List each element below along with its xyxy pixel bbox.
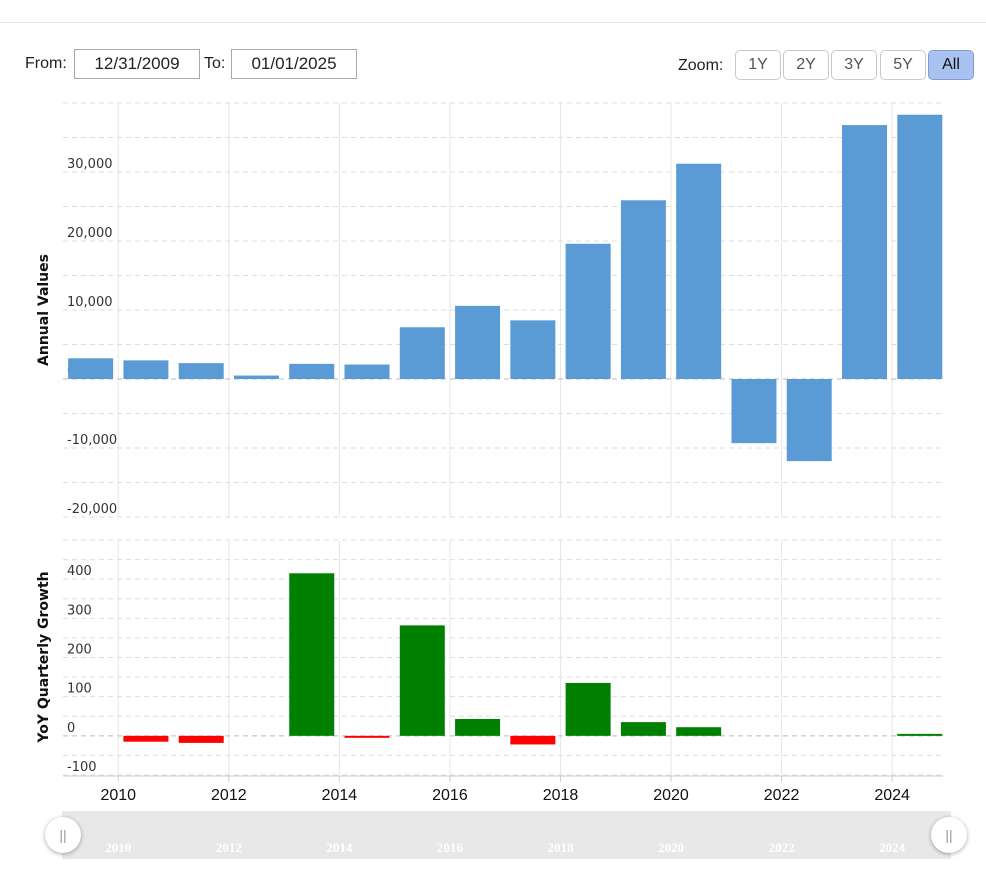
zoom-label: Zoom:: [678, 57, 724, 74]
growth-y-tick-label: 0: [67, 721, 75, 736]
annual-bar-2015: [399, 327, 445, 379]
annual-bar-2018: [565, 243, 611, 379]
growth-bar-2010: [123, 735, 169, 742]
growth-bar-2019: [620, 722, 666, 736]
annual-y-tick-label: 10,000: [67, 295, 113, 310]
navigator-year-label: 2016: [436, 840, 463, 855]
growth-bar-2016: [455, 718, 501, 736]
annual-bar-2022: [786, 379, 832, 462]
to-date-input[interactable]: 01/01/2025: [231, 49, 357, 79]
growth-y-tick-label: 400: [67, 564, 92, 579]
growth-bar-2024: [897, 733, 943, 736]
from-date-input[interactable]: 12/31/2009: [74, 49, 200, 79]
annual-bar-2019: [620, 200, 666, 379]
growth-bar-2013: [289, 573, 335, 736]
x-tick-label: 2012: [211, 787, 247, 804]
annual-bar-2011: [178, 363, 224, 379]
growth-y-tick-label: 300: [67, 603, 92, 618]
annual-bar-2012: [233, 375, 279, 379]
annual-y-tick-label: -20,000: [67, 502, 117, 517]
annual-bar-2016: [455, 305, 501, 379]
annual-bar-2014: [344, 364, 390, 379]
annual-bar-2020: [676, 163, 722, 379]
annual-y-tick-label: 20,000: [67, 226, 113, 241]
navigator-year-label: 2020: [658, 840, 685, 855]
navigator-year-label: 2022: [768, 840, 795, 855]
navigator-right-handle[interactable]: ||: [931, 817, 967, 853]
annual-y-tick-label: -10,000: [67, 433, 117, 448]
growth-y-tick-label: -100: [67, 760, 97, 775]
navigator-year-label: 2024: [879, 840, 906, 855]
growth-bar-2018: [565, 682, 611, 736]
annual-y-tick-label: 30,000: [67, 157, 113, 172]
zoom-1y-button[interactable]: 1Y: [735, 50, 781, 80]
annual-bar-2023: [842, 125, 888, 379]
zoom-5y-button[interactable]: 5Y: [880, 50, 926, 80]
navigator-year-label: 2018: [547, 840, 574, 855]
x-tick-label: 2016: [432, 787, 468, 804]
annual-bar-2013: [289, 363, 335, 379]
navigator-left-handle[interactable]: ||: [45, 817, 81, 853]
growth-bar-2014: [344, 735, 390, 738]
growth-bar-2020: [676, 727, 722, 736]
annual-bar-2009: [68, 358, 114, 379]
zoom-all-button[interactable]: All: [928, 50, 974, 80]
to-label: To:: [204, 55, 226, 72]
top-divider: [0, 22, 986, 23]
x-tick-label: 2018: [543, 787, 579, 804]
x-tick-label: 2020: [653, 787, 689, 804]
annual-axis-title: Annual Values: [36, 254, 52, 366]
growth-y-tick-label: 100: [67, 682, 92, 697]
x-tick-label: 2022: [764, 787, 800, 804]
annual-bar-2010: [123, 360, 169, 379]
navigator-track[interactable]: [62, 811, 951, 859]
from-label: From:: [25, 55, 67, 72]
annual-bar-2024: [897, 114, 943, 379]
x-tick-label: 2014: [322, 787, 358, 804]
growth-bar-2011: [178, 735, 224, 743]
growth-axis-title: YoY Quarterly Growth: [36, 571, 52, 743]
growth-bar-2015: [399, 625, 445, 736]
growth-y-tick-label: 200: [67, 643, 92, 658]
zoom-2y-button[interactable]: 2Y: [783, 50, 829, 80]
growth-bar-2017: [510, 735, 556, 745]
annual-bar-2021: [731, 379, 777, 444]
navigator-year-label: 2010: [105, 840, 132, 855]
navigator-year-label: 2012: [215, 840, 242, 855]
x-tick-label: 2024: [874, 787, 910, 804]
annual-bar-2017: [510, 320, 556, 379]
navigator-year-label: 2014: [326, 840, 353, 855]
x-tick-label: 2010: [100, 787, 136, 804]
zoom-3y-button[interactable]: 3Y: [831, 50, 877, 80]
